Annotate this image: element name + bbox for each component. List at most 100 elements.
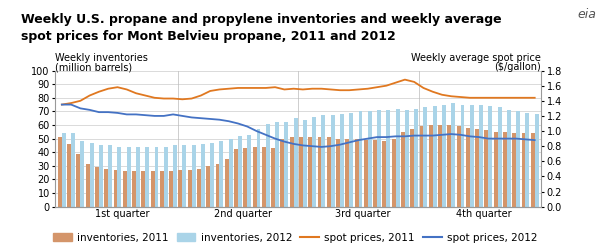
Bar <box>201 144 205 207</box>
Bar <box>238 136 242 207</box>
Bar <box>225 159 229 207</box>
Bar <box>498 107 501 207</box>
Bar <box>169 171 173 207</box>
Bar <box>76 153 81 207</box>
Bar <box>262 147 266 207</box>
Bar <box>178 170 183 207</box>
Bar <box>377 110 381 207</box>
Bar <box>392 139 395 207</box>
Bar <box>105 169 108 207</box>
Bar <box>234 149 238 207</box>
Bar <box>85 165 90 207</box>
Bar <box>114 170 117 207</box>
Bar <box>433 106 437 207</box>
Text: (million barrels): (million barrels) <box>55 62 132 72</box>
Bar <box>197 169 201 207</box>
Bar <box>405 110 409 207</box>
Text: Weekly inventories: Weekly inventories <box>55 53 148 63</box>
Bar <box>229 139 232 207</box>
Bar <box>336 139 340 207</box>
Text: Weekly average spot price: Weekly average spot price <box>411 53 541 63</box>
Bar <box>244 148 247 207</box>
Bar <box>461 105 464 207</box>
Bar <box>470 105 474 207</box>
Bar <box>317 137 322 207</box>
Bar <box>308 137 312 207</box>
Text: Weekly U.S. propane and propylene inventories and weekly average
spot prices for: Weekly U.S. propane and propylene invent… <box>22 13 502 43</box>
Bar <box>151 171 154 207</box>
Bar <box>160 171 164 207</box>
Bar <box>192 145 196 207</box>
Bar <box>414 109 418 207</box>
Bar <box>522 133 525 207</box>
Bar <box>253 147 256 207</box>
Bar <box>516 111 520 207</box>
Bar <box>210 143 214 207</box>
Bar <box>364 140 368 207</box>
Bar <box>368 111 371 207</box>
Bar <box>373 140 377 207</box>
Bar <box>206 166 210 207</box>
Bar <box>383 141 386 207</box>
Bar <box>132 171 136 207</box>
Bar <box>188 170 192 207</box>
Bar <box>154 147 159 207</box>
Bar <box>58 137 62 207</box>
Bar <box>479 105 483 207</box>
Bar <box>141 171 145 207</box>
Bar <box>429 125 433 207</box>
Bar <box>346 139 349 207</box>
Bar <box>256 129 260 207</box>
Bar <box>475 129 479 207</box>
Bar <box>442 105 446 207</box>
Bar <box>534 114 539 207</box>
Bar <box>494 132 498 207</box>
Bar <box>271 148 275 207</box>
Bar <box>108 145 112 207</box>
Bar <box>457 126 461 207</box>
Bar <box>67 144 71 207</box>
Bar <box>410 129 414 207</box>
Bar <box>164 147 168 207</box>
Bar <box>299 137 303 207</box>
Bar <box>266 124 270 207</box>
Bar <box>419 126 424 207</box>
Bar <box>280 139 284 207</box>
Bar <box>438 125 442 207</box>
Bar <box>275 122 279 207</box>
Bar <box>183 145 186 207</box>
Bar <box>62 133 66 207</box>
Bar <box>401 132 405 207</box>
Bar <box>90 143 93 207</box>
Bar <box>71 133 75 207</box>
Bar <box>355 139 359 207</box>
Bar <box>512 133 516 207</box>
Bar <box>293 118 298 207</box>
Bar <box>312 117 316 207</box>
Bar <box>247 135 251 207</box>
Bar <box>507 110 511 207</box>
Bar <box>359 111 362 207</box>
Bar <box>322 115 325 207</box>
Bar <box>284 122 288 207</box>
Bar <box>117 147 121 207</box>
Bar <box>136 147 140 207</box>
Bar <box>340 114 344 207</box>
Bar <box>173 145 177 207</box>
Bar <box>331 115 335 207</box>
Bar <box>424 107 427 207</box>
Bar <box>145 147 149 207</box>
Bar <box>451 103 455 207</box>
Bar <box>220 141 223 207</box>
Bar <box>485 131 488 207</box>
Bar <box>447 125 451 207</box>
Bar <box>395 109 400 207</box>
Bar <box>81 141 84 207</box>
Text: ($/gallon): ($/gallon) <box>494 62 541 72</box>
Bar <box>303 119 307 207</box>
Bar <box>531 133 534 207</box>
Bar <box>127 147 130 207</box>
Bar <box>503 132 507 207</box>
Bar <box>525 113 530 207</box>
Bar <box>488 106 492 207</box>
